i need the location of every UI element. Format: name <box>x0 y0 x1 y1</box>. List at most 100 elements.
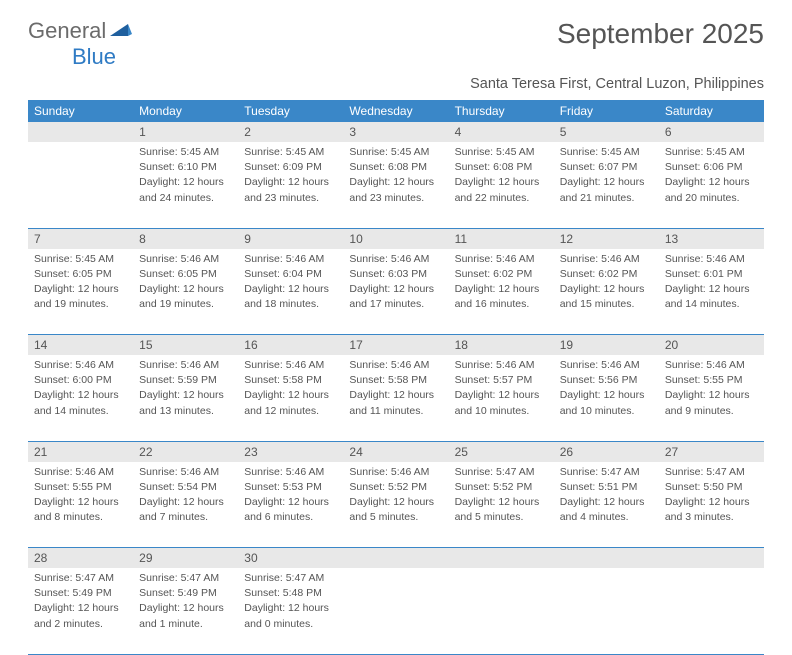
daylight-text: and 4 minutes. <box>560 510 653 524</box>
daylight-text: and 14 minutes. <box>665 297 758 311</box>
day-number: 20 <box>659 335 764 355</box>
daylight-text: Daylight: 12 hours <box>34 601 127 615</box>
sunrise-text: Sunrise: 5:47 AM <box>244 571 337 585</box>
daylight-text: and 10 minutes. <box>560 404 653 418</box>
daylight-text: and 1 minute. <box>139 617 232 631</box>
sunset-text: Sunset: 6:08 PM <box>349 160 442 174</box>
daylight-text: Daylight: 12 hours <box>455 495 548 509</box>
sunset-text: Sunset: 5:53 PM <box>244 480 337 494</box>
weekday-header: Tuesday <box>238 100 343 122</box>
sunrise-text: Sunrise: 5:46 AM <box>455 358 548 372</box>
daylight-text: and 18 minutes. <box>244 297 337 311</box>
day-number-cell: 20 <box>659 335 764 356</box>
day-number: 23 <box>238 442 343 462</box>
daylight-text: and 6 minutes. <box>244 510 337 524</box>
calendar-table: Sunday Monday Tuesday Wednesday Thursday… <box>28 100 764 655</box>
sunrise-text: Sunrise: 5:46 AM <box>665 358 758 372</box>
day-number-cell: 4 <box>449 122 554 142</box>
week-row: Sunrise: 5:46 AMSunset: 5:55 PMDaylight:… <box>28 462 764 548</box>
sunset-text: Sunset: 5:56 PM <box>560 373 653 387</box>
sunset-text: Sunset: 5:59 PM <box>139 373 232 387</box>
sunrise-text: Sunrise: 5:47 AM <box>139 571 232 585</box>
sunset-text: Sunset: 6:06 PM <box>665 160 758 174</box>
sunrise-text: Sunrise: 5:46 AM <box>139 252 232 266</box>
sunrise-text: Sunrise: 5:46 AM <box>455 252 548 266</box>
daylight-text: and 23 minutes. <box>349 191 442 205</box>
day-cell: Sunrise: 5:46 AMSunset: 5:55 PMDaylight:… <box>659 355 764 441</box>
day-cell: Sunrise: 5:46 AMSunset: 5:58 PMDaylight:… <box>343 355 448 441</box>
day-number-cell: 18 <box>449 335 554 356</box>
daylight-text: Daylight: 12 hours <box>34 388 127 402</box>
weekday-header: Saturday <box>659 100 764 122</box>
daylight-text: and 22 minutes. <box>455 191 548 205</box>
sunset-text: Sunset: 6:04 PM <box>244 267 337 281</box>
day-number-cell: 24 <box>343 441 448 462</box>
sunrise-text: Sunrise: 5:45 AM <box>139 145 232 159</box>
sunrise-text: Sunrise: 5:46 AM <box>349 252 442 266</box>
sunset-text: Sunset: 6:03 PM <box>349 267 442 281</box>
sunset-text: Sunset: 5:55 PM <box>665 373 758 387</box>
daylight-text: Daylight: 12 hours <box>665 175 758 189</box>
sunset-text: Sunset: 5:48 PM <box>244 586 337 600</box>
daylight-text: Daylight: 12 hours <box>244 282 337 296</box>
daylight-text: and 9 minutes. <box>665 404 758 418</box>
sunrise-text: Sunrise: 5:46 AM <box>244 252 337 266</box>
day-number-cell: 12 <box>554 228 659 249</box>
daylight-text: and 2 minutes. <box>34 617 127 631</box>
day-number: 3 <box>343 122 448 142</box>
daynum-row: 78910111213 <box>28 228 764 249</box>
daylight-text: and 5 minutes. <box>455 510 548 524</box>
day-number-cell: 11 <box>449 228 554 249</box>
daylight-text: Daylight: 12 hours <box>244 495 337 509</box>
daylight-text: Daylight: 12 hours <box>349 495 442 509</box>
sunset-text: Sunset: 5:51 PM <box>560 480 653 494</box>
sunrise-text: Sunrise: 5:46 AM <box>560 252 653 266</box>
day-number: 27 <box>659 442 764 462</box>
day-number: 1 <box>133 122 238 142</box>
weekday-header: Monday <box>133 100 238 122</box>
day-number-cell: 21 <box>28 441 133 462</box>
sunrise-text: Sunrise: 5:47 AM <box>34 571 127 585</box>
day-cell: Sunrise: 5:46 AMSunset: 6:02 PMDaylight:… <box>449 249 554 335</box>
weekday-header: Thursday <box>449 100 554 122</box>
day-number: 19 <box>554 335 659 355</box>
week-row: Sunrise: 5:45 AMSunset: 6:05 PMDaylight:… <box>28 249 764 335</box>
sunset-text: Sunset: 6:02 PM <box>455 267 548 281</box>
daylight-text: and 7 minutes. <box>139 510 232 524</box>
day-cell: Sunrise: 5:47 AMSunset: 5:50 PMDaylight:… <box>659 462 764 548</box>
daylight-text: Daylight: 12 hours <box>244 601 337 615</box>
sunset-text: Sunset: 6:05 PM <box>139 267 232 281</box>
daylight-text: Daylight: 12 hours <box>665 282 758 296</box>
sunset-text: Sunset: 6:05 PM <box>34 267 127 281</box>
daylight-text: and 3 minutes. <box>665 510 758 524</box>
daylight-text: and 5 minutes. <box>349 510 442 524</box>
daylight-text: Daylight: 12 hours <box>349 388 442 402</box>
day-number: 13 <box>659 229 764 249</box>
day-number: 24 <box>343 442 448 462</box>
day-number: 7 <box>28 229 133 249</box>
sunrise-text: Sunrise: 5:47 AM <box>560 465 653 479</box>
daylight-text: Daylight: 12 hours <box>139 495 232 509</box>
day-cell <box>449 568 554 654</box>
location-subtitle: Santa Teresa First, Central Luzon, Phili… <box>28 76 764 92</box>
day-number: 14 <box>28 335 133 355</box>
day-number: 29 <box>133 548 238 568</box>
sunset-text: Sunset: 6:08 PM <box>455 160 548 174</box>
day-number: 26 <box>554 442 659 462</box>
day-number-cell: 15 <box>133 335 238 356</box>
daylight-text: Daylight: 12 hours <box>455 282 548 296</box>
daylight-text: Daylight: 12 hours <box>560 388 653 402</box>
day-cell: Sunrise: 5:45 AMSunset: 6:07 PMDaylight:… <box>554 142 659 228</box>
day-number-cell: 7 <box>28 228 133 249</box>
day-number-cell <box>659 548 764 569</box>
day-number-cell: 27 <box>659 441 764 462</box>
daylight-text: and 23 minutes. <box>244 191 337 205</box>
day-number-cell: 3 <box>343 122 448 142</box>
day-number: 17 <box>343 335 448 355</box>
day-number: 15 <box>133 335 238 355</box>
daynum-row: 282930 <box>28 548 764 569</box>
daylight-text: Daylight: 12 hours <box>560 175 653 189</box>
day-number-cell: 22 <box>133 441 238 462</box>
day-cell: Sunrise: 5:47 AMSunset: 5:52 PMDaylight:… <box>449 462 554 548</box>
sunrise-text: Sunrise: 5:45 AM <box>349 145 442 159</box>
